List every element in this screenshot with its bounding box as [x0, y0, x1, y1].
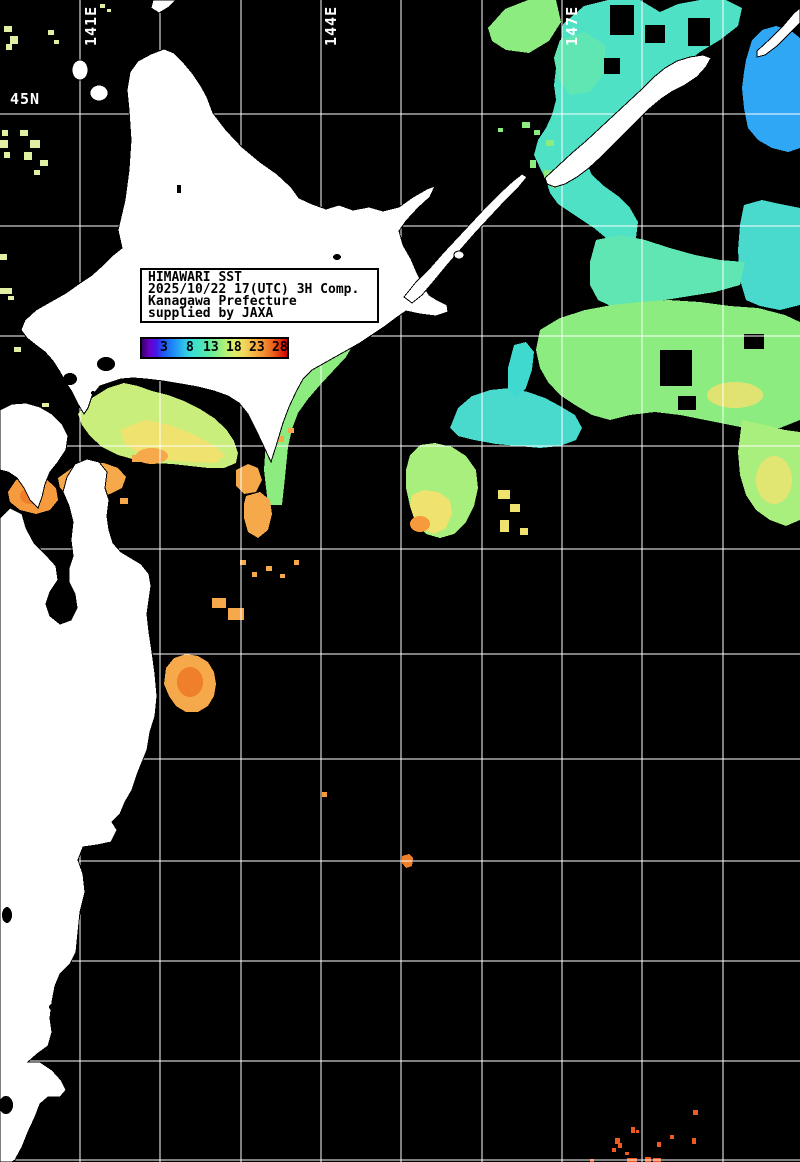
sst-orange-cluster: [236, 424, 294, 538]
land-oshima-peninsula: [0, 402, 69, 509]
sst-yellow-zone: [707, 382, 763, 408]
island-northeast-sliver: [756, 7, 800, 58]
temperature-scale-value: 23: [249, 340, 265, 355]
meridian-label-141e: 141E: [82, 5, 100, 46]
land-hokkaido: [20, 48, 449, 464]
sst-cyan-right-band: [738, 200, 800, 310]
info-box: HIMAWARI SST 2025/10/22 17(UTC) 3H Comp.…: [140, 268, 379, 323]
island-kunashiri: [403, 173, 528, 304]
info-line-datetime: 2025/10/22 17(UTC) 3H Comp.: [148, 282, 360, 297]
land-honshu: [0, 458, 158, 1162]
island-etorofu: [544, 54, 712, 188]
temperature-scale-values: 3 8 13 18 23 28: [142, 339, 288, 357]
sst-orange-spot: [410, 516, 430, 532]
sst-greencyan-mid: [590, 235, 745, 308]
info-line-product: HIMAWARI SST: [148, 270, 242, 285]
land-sakhalin-tip: [150, 0, 177, 14]
info-line-credit: supplied by JAXA: [148, 306, 274, 321]
sst-yellow-bits: [498, 490, 528, 535]
temperature-scale-value: 13: [203, 340, 219, 355]
sst-green-top: [488, 0, 561, 53]
info-line-prefecture: Kanagawa Prefecture: [148, 294, 297, 309]
temperature-scale-value: 28: [272, 340, 288, 355]
island-rebun: [89, 84, 109, 102]
sst-sanriku-orange-core: [177, 667, 203, 697]
sst-speckles-topleft: [0, 4, 111, 407]
island-rishiri: [71, 59, 89, 81]
sst-greencyan-blend: [554, 32, 605, 95]
temperature-scale-value: 18: [226, 340, 242, 355]
sst-teal-finger: [508, 342, 534, 398]
sst-tsugaru-specks: [120, 455, 142, 504]
meridian-label-144e: 144E: [322, 5, 340, 46]
sst-cyan-band: [450, 388, 582, 448]
temperature-scale-value: 3: [160, 340, 168, 355]
parallel-label-45n: 45N: [10, 90, 41, 108]
sst-orange-specks: [212, 560, 299, 620]
sst-green-holes: [660, 334, 764, 410]
sst-field-holes: [604, 5, 710, 154]
meridian-label-147e: 147E: [563, 5, 581, 46]
temperature-scale-bar: 3 8 13 18 23 28: [140, 337, 289, 359]
sst-yellow-right: [756, 456, 792, 504]
temperature-scale-value: 8: [186, 340, 194, 355]
lakes: [0, 185, 341, 1114]
islet-strait: [453, 250, 465, 260]
sst-dot-1: [322, 792, 327, 797]
